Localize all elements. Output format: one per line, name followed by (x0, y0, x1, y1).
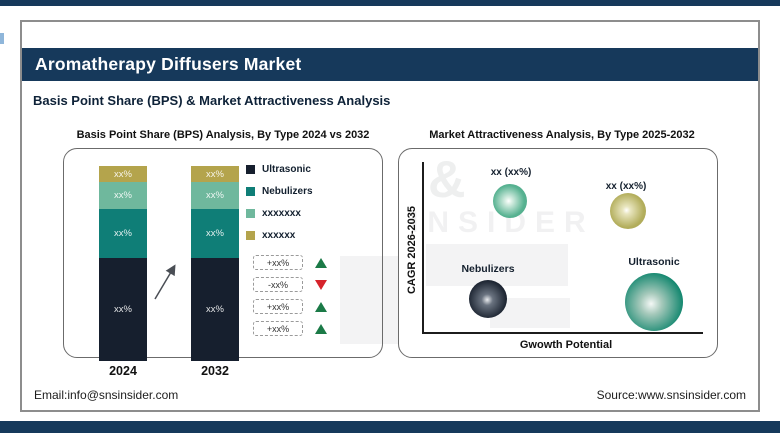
attractiveness-chart-title: Market Attractiveness Analysis, By Type … (429, 129, 695, 141)
change-row-1: +xx% (253, 255, 328, 270)
legend-swatch-xxxxxx (246, 230, 255, 240)
bubble-label-ultrasonic: Ultrasonic (628, 256, 680, 268)
x-axis-label: Gwowth Potential (519, 339, 613, 351)
bar-2032-segment-xxxxxx: xx% (191, 166, 239, 182)
change-value: +xx% (266, 257, 290, 268)
bubble-label: xx (xx%) (605, 181, 647, 192)
bubble-point-green (493, 184, 527, 218)
x-tick-2024: 2024 (109, 364, 137, 378)
y-axis-label: CAGR 2026-2035 (406, 205, 418, 295)
legend-swatch-nebulizers (246, 186, 255, 196)
segment-value: xx% (206, 304, 224, 315)
page-subtitle: Basis Point Share (BPS) & Market Attract… (33, 93, 391, 108)
bar-2024-segment-ultrasonic: xx% (99, 258, 147, 361)
legend-item-xxxxxxx: xxxxxxx (246, 207, 301, 219)
triangle-up-icon (315, 323, 327, 334)
attractiveness-chart-frame (398, 148, 718, 358)
segment-value: xx% (114, 228, 132, 239)
legend-label: xxxxxxx (262, 207, 301, 219)
legend-label: Ultrasonic (262, 163, 311, 175)
top-accent-bar (0, 0, 780, 6)
y-axis-line (422, 162, 424, 334)
bar-2032-segment-ultrasonic: xx% (191, 258, 239, 361)
change-value-box: +xx% (253, 321, 303, 336)
legend-item-xxxxxx: xxxxxx (246, 229, 296, 241)
legend-label: Nebulizers (262, 185, 313, 197)
triangle-up-icon (315, 257, 327, 268)
legend-label: xxxxxx (262, 229, 296, 241)
change-row-3: +xx% (253, 299, 328, 314)
x-tick-2032: 2032 (201, 364, 229, 378)
change-value-box: -xx% (253, 277, 303, 292)
change-value: +xx% (266, 301, 290, 312)
page-edge-artifact (0, 33, 4, 44)
page-title: Aromatherapy Diffusers Market (35, 54, 302, 74)
bps-chart-title: Basis Point Share (BPS) Analysis, By Typ… (76, 129, 370, 141)
footer-email: Email:info@snsinsider.com (34, 388, 179, 402)
segment-value: xx% (206, 168, 224, 180)
bubble-point-ultrasonic (625, 273, 683, 331)
change-value-box: +xx% (253, 299, 303, 314)
bar-2032-segment-xxxxxxx: xx% (191, 182, 239, 209)
change-row-2: -xx% (253, 277, 328, 292)
change-row-4: +xx% (253, 321, 328, 336)
title-band: Aromatherapy Diffusers Market (22, 48, 758, 81)
bar-2024-segment-xxxxxx: xx% (99, 166, 147, 182)
legend-swatch-ultrasonic (246, 164, 255, 174)
change-value: +xx% (266, 323, 290, 334)
bubble-label-nebulizers: Nebulizers (461, 263, 515, 275)
footer-source: Source:www.snsinsider.com (596, 388, 746, 402)
bar-2032-segment-nebulizers: xx% (191, 209, 239, 258)
legend-swatch-xxxxxxx (246, 208, 255, 218)
segment-value: xx% (114, 168, 132, 180)
bar-2024-segment-xxxxxxx: xx% (99, 182, 147, 209)
footer: Email:info@snsinsider.com Source:www.sns… (34, 388, 746, 402)
bubble-label: xx (xx%) (490, 167, 532, 178)
bubble-point-olive (610, 193, 646, 229)
triangle-up-icon (315, 301, 327, 312)
segment-value: xx% (114, 190, 132, 201)
bottom-accent-bar (0, 421, 780, 433)
bar-2024-segment-nebulizers: xx% (99, 209, 147, 258)
change-value-box: +xx% (253, 255, 303, 270)
triangle-down-icon (315, 279, 327, 290)
trend-up-arrow-icon (154, 264, 176, 300)
segment-value: xx% (114, 304, 132, 315)
change-value: -xx% (268, 279, 288, 290)
bubble-point-nebulizers (469, 280, 507, 318)
legend-item-ultrasonic: Ultrasonic (246, 163, 311, 175)
segment-value: xx% (206, 228, 224, 239)
legend-item-nebulizers: Nebulizers (246, 185, 313, 197)
x-axis-line (422, 332, 703, 334)
segment-value: xx% (206, 190, 224, 201)
